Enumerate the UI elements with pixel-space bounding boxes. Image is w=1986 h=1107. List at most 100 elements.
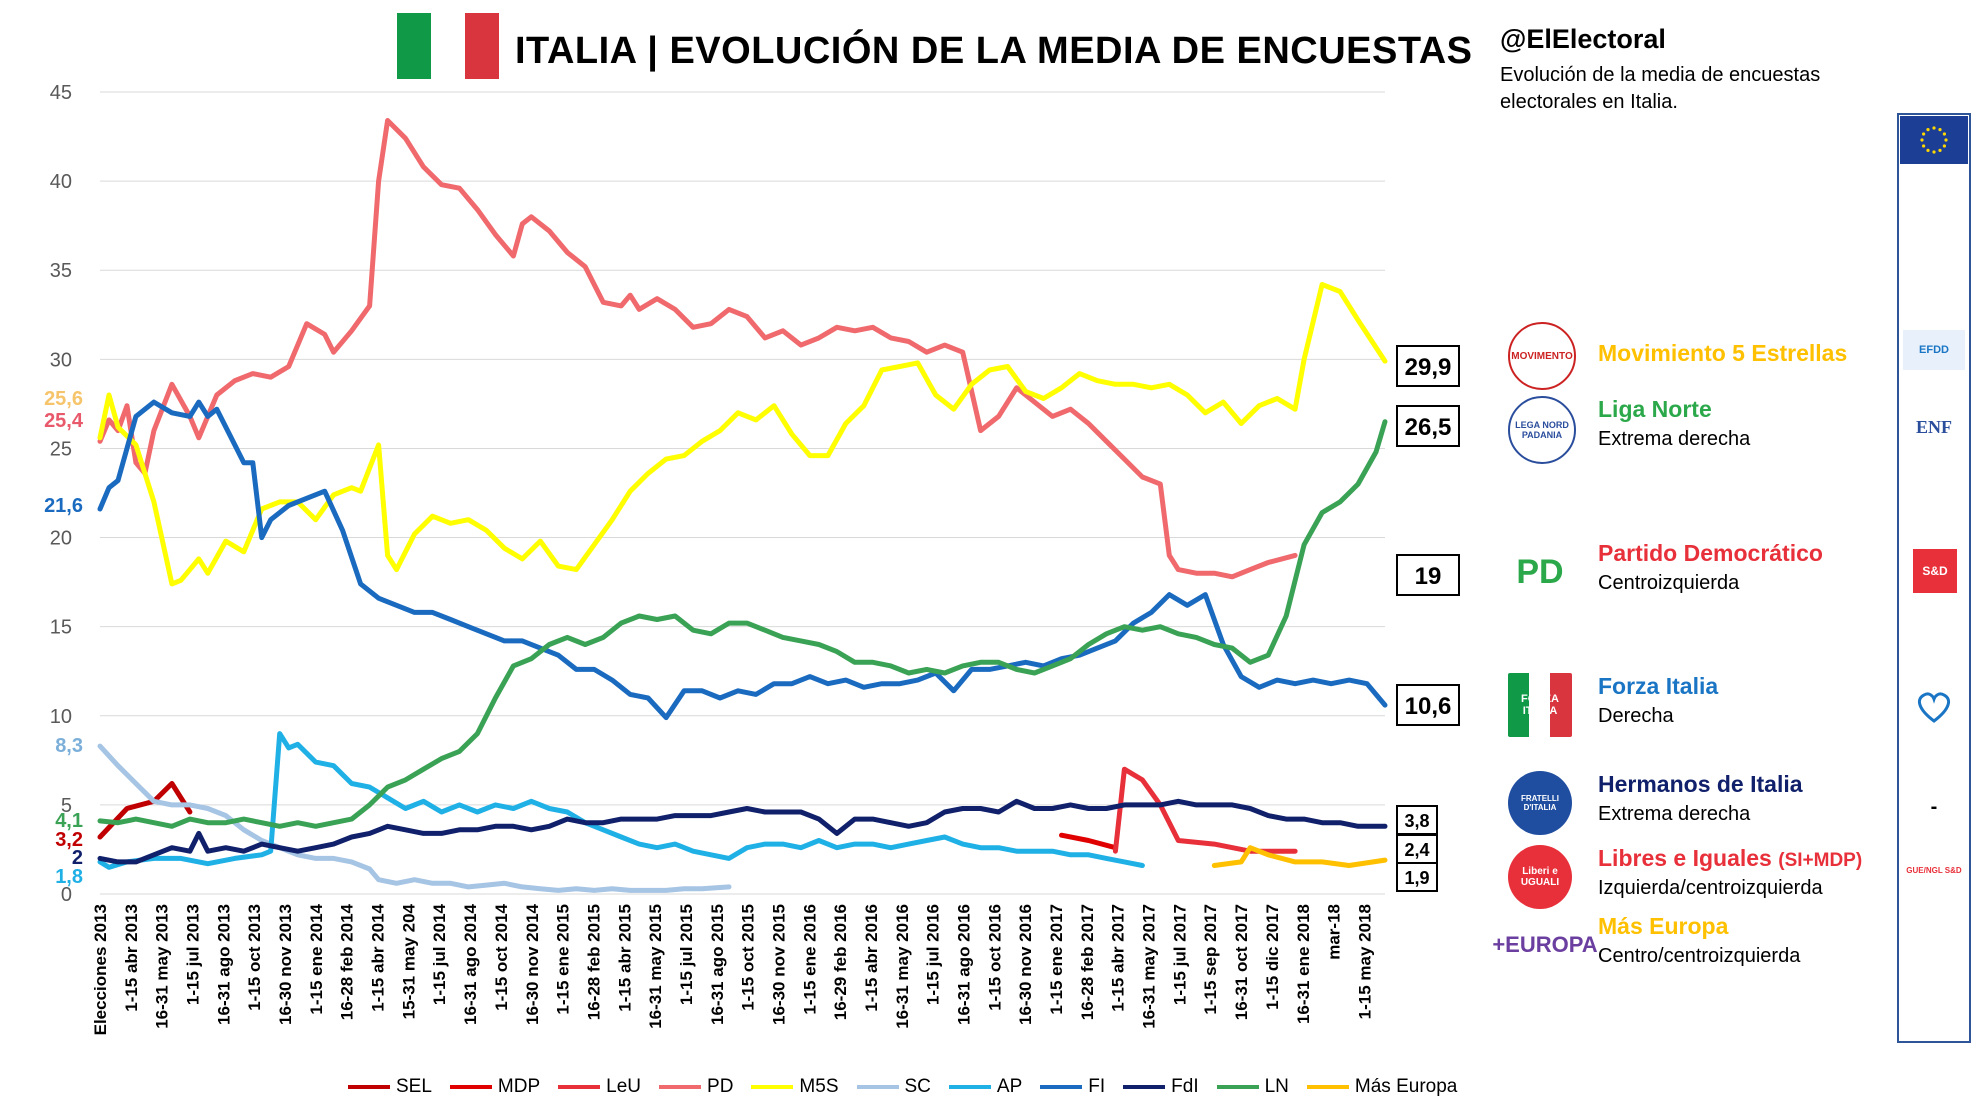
end-value-box (1396, 554, 1460, 596)
party-name: Libres e Iguales (SI+MDP) (1598, 845, 1862, 872)
y-tick-label: 30 (50, 349, 72, 371)
brand-handle: @ElElectoral (1500, 24, 1666, 54)
legend-swatch (659, 1085, 702, 1089)
x-tick-label: 1-15 oct 2015 (739, 904, 758, 1011)
start-value-label: 8,3 (55, 735, 83, 757)
party-name: Liga Norte (1598, 396, 1712, 422)
x-tick-label: 16-31 may 2017 (1140, 904, 1159, 1029)
lega-logo: LEGA NORD PADANIA (1508, 396, 1576, 464)
end-value-label: 1,9 (1404, 868, 1429, 888)
legend-label: SEL (396, 1076, 432, 1097)
legend-label: PD (707, 1076, 734, 1097)
x-tick-label: 1-15 oct 2016 (985, 904, 1004, 1011)
start-value-label: 4,1 (55, 810, 83, 832)
legend-label: M5S (799, 1076, 839, 1097)
x-tick-label: 1-15 abr 2014 (369, 903, 388, 1011)
pd-logo: PD (1508, 540, 1572, 604)
mas-europa-logo: +EUROPA (1492, 932, 1598, 957)
enf-group-icon: ENF (1916, 416, 1952, 437)
x-tick-label: Elecciones 2013 (91, 904, 110, 1035)
party-m5s: MOVIMENTO Movimiento 5 Estrellas (1490, 322, 1930, 390)
end-value-box (1396, 805, 1438, 835)
start-value-label: 2 (72, 847, 83, 869)
series-line-sc (97, 743, 732, 893)
x-tick-label: 16-31 ago 2016 (955, 904, 974, 1025)
x-tick-label: 1-15 sep 2017 (1201, 904, 1220, 1015)
x-tick-label: 16-30 nov 2013 (276, 904, 295, 1025)
x-tick-label: 1-15 ene 2015 (554, 904, 573, 1015)
x-tick-label: 1-15 dic 2017 (1263, 904, 1282, 1010)
y-tick-label: 45 (50, 82, 72, 104)
end-value-label: 19 (1415, 563, 1442, 590)
party-name: Hermanos de Italia (1598, 771, 1803, 797)
x-tick-label: 1-15 abr 2016 (862, 904, 881, 1012)
x-tick-label: 15-31 may 204 (399, 903, 418, 1019)
x-tick-label: mar-18 (1325, 904, 1344, 960)
legend-label: Más Europa (1354, 1076, 1458, 1097)
party-ideology: Extrema derecha (1598, 428, 1751, 450)
start-value-label: 21,6 (44, 495, 83, 517)
x-tick-label: 1-15 jul 2017 (1170, 904, 1189, 1005)
end-value-label: 2,4 (1404, 840, 1429, 860)
chart-title: ITALIA | EVOLUCIÓN DE LA MEDIA DE ENCUES… (515, 30, 1473, 72)
party-name-suffix: (SI+MDP) (1778, 850, 1863, 871)
legend-item: LeU (558, 1076, 641, 1098)
party-name: Movimiento 5 Estrellas (1598, 340, 1848, 366)
epp-heart-icon (1903, 687, 1965, 727)
fdi-group-dash: - (1930, 795, 1938, 818)
start-value-label: 1,8 (55, 866, 83, 888)
y-tick-label: 5 (61, 795, 72, 817)
italy-flag-red (465, 13, 499, 79)
legend-item: PD (659, 1076, 733, 1098)
party-leu: Liberi e UGUALI Libres e Iguales (SI+MDP… (1490, 845, 1930, 909)
series-line-mdp (1059, 832, 1118, 851)
legend-item: FdI (1123, 1076, 1199, 1098)
x-tick-label: 16-31 may 2015 (646, 904, 665, 1029)
x-tick-label: 1-15 abr 2015 (615, 904, 634, 1012)
x-tick-label: 16-31 may 2016 (893, 904, 912, 1029)
eu-stars-icon (1920, 126, 1948, 154)
x-tick-label: 1-15 abr 2013 (122, 904, 141, 1012)
party-ideology: Derecha (1598, 705, 1674, 727)
series-line-ap (97, 731, 1145, 870)
forza-italia-logo: FORZA ITALIA (1508, 673, 1572, 737)
x-tick-label: 1-15 jul 2015 (677, 904, 696, 1005)
x-tick-label: 1-15 oct 2014 (492, 903, 511, 1010)
legend-label: AP (996, 1076, 1023, 1097)
x-tick-label: 16-31 ene 2018 (1294, 904, 1313, 1024)
end-value-label: 10,6 (1405, 693, 1452, 720)
eu-flag-icon (1900, 116, 1968, 164)
series-line-leu (1112, 766, 1298, 854)
x-tick-label: 1-15 abr 2017 (1109, 904, 1128, 1012)
x-tick-label: 1-15 jul 2014 (430, 903, 449, 1005)
legend-swatch (1123, 1085, 1166, 1089)
x-tick-label: 1-15 ene 2014 (307, 903, 326, 1014)
legend-swatch (348, 1085, 390, 1089)
x-tick-label: 16-31 ago 2013 (214, 904, 233, 1025)
end-value-box (1396, 834, 1438, 864)
party-ideology: Centro/centroizquierda (1598, 945, 1801, 967)
m5s-logo: MOVIMENTO (1508, 322, 1576, 390)
x-tick-label: 16-30 nov 2016 (1016, 904, 1035, 1025)
x-tick-label: 16-30 nov 2014 (523, 903, 542, 1025)
end-value-box (1396, 345, 1460, 387)
sd-group-icon: S&D (1913, 549, 1957, 593)
party-ideology: Izquierda/centroizquierda (1598, 877, 1823, 899)
party-ideology: Centroizquierda (1598, 572, 1740, 594)
end-value-box (1396, 405, 1460, 447)
gue-sd-group-icon: GUE/NGL S&D (1906, 865, 1962, 875)
legend-label: MDP (497, 1076, 541, 1097)
legend-swatch (856, 1085, 899, 1089)
x-tick-label: 16-29 feb 2016 (831, 904, 850, 1020)
x-tick-label: 1-15 may 2018 (1355, 904, 1374, 1019)
party-name: Forza Italia (1598, 673, 1719, 699)
legend-label: LeU (606, 1076, 642, 1097)
leu-logo: Liberi e UGUALI (1508, 845, 1572, 909)
legend-item: SC (856, 1076, 931, 1098)
legend-label: LN (1264, 1076, 1289, 1097)
party-mas-europa: +EUROPA Más Europa Centro/centroizquierd… (1490, 913, 1930, 977)
end-value-box (1396, 684, 1460, 726)
series-line-m5s (97, 282, 1388, 587)
legend-label: SC (904, 1076, 931, 1097)
